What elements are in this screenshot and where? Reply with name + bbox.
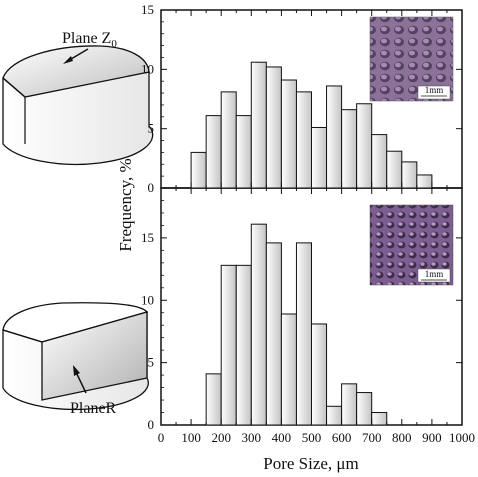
top-bar-225	[220, 91, 237, 189]
top-bar-375	[265, 66, 282, 189]
top-bar-625	[341, 109, 358, 189]
bottom-inset-scale-text: 1mm	[425, 269, 444, 279]
xtick-label-100: 100	[181, 430, 201, 445]
bottom-ytick-label-15: 15	[141, 230, 154, 245]
xtick-label-1000: 1000	[449, 430, 475, 445]
top-bar-275	[235, 115, 252, 189]
bottom-bar-325	[250, 223, 267, 426]
y-axis-title: Frequency, %	[116, 158, 135, 251]
top-bar-675	[356, 103, 373, 189]
xtick-label-900: 900	[422, 430, 442, 445]
top-bar-875	[416, 174, 433, 189]
bottom-bar-375	[265, 242, 282, 426]
top-bar-175	[205, 115, 222, 189]
bottom-ytick-label-10: 10	[141, 292, 154, 307]
bottom-bar-525	[311, 323, 328, 426]
bottom-bar-675	[356, 392, 373, 426]
bottom-bar-275	[235, 264, 252, 426]
plane-r-label: PlaneR	[70, 400, 117, 417]
xtick-label-600: 600	[332, 430, 352, 445]
top-ytick-label-0: 0	[148, 180, 155, 195]
top-bar-475	[295, 91, 313, 189]
xtick-label-700: 700	[362, 430, 382, 445]
bottom-bar-625	[341, 383, 358, 426]
top-bar-425	[280, 79, 297, 189]
top-bar-125	[190, 151, 207, 189]
top-ytick-label-15: 15	[141, 2, 154, 17]
bottom-bar-225	[220, 264, 237, 426]
top-bar-325	[250, 61, 267, 189]
xtick-label-400: 400	[272, 430, 292, 445]
top-ytick-label-10: 10	[141, 61, 154, 76]
bottom-bar-725	[371, 412, 388, 426]
bottom-bar-575	[326, 405, 343, 426]
top-bar-725	[371, 134, 388, 189]
top-histogram-bars	[190, 61, 433, 189]
top-bar-575	[326, 85, 343, 189]
top-ytick-label-5: 5	[148, 121, 155, 136]
plane-z0-label: Plane Z0	[62, 30, 117, 50]
bottom-bar-475	[295, 242, 313, 426]
xtick-label-200: 200	[211, 430, 231, 445]
bottom-bar-175	[205, 373, 222, 426]
sample-diagram-plane-z0: Plane Z0	[2, 30, 154, 166]
top-inset-scale-text: 1mm	[425, 85, 444, 95]
top-inset-micrograph: 1mm	[369, 16, 454, 102]
bottom-histogram-bars	[205, 223, 388, 426]
xtick-label-0: 0	[158, 430, 165, 445]
bottom-inset-micrograph: 1mm	[369, 204, 454, 286]
xtick-label-500: 500	[302, 430, 322, 445]
xtick-label-300: 300	[242, 430, 262, 445]
sample-diagram-plane-r: PlaneR	[2, 302, 149, 417]
bottom-ytick-label-5: 5	[148, 355, 155, 370]
top-bar-775	[386, 150, 403, 189]
top-bar-825	[401, 161, 418, 189]
bottom-ytick-label-0: 0	[148, 417, 155, 432]
bottom-bar-425	[280, 313, 297, 426]
axes-ticks: 0 5 10 15 0 5 10 15 0 100 200 300 400 500 600 700 800 900…	[141, 2, 475, 445]
x-axis-title: Pore Size, μm	[263, 454, 359, 473]
xtick-label-800: 800	[392, 430, 412, 445]
top-bar-525	[311, 126, 328, 189]
